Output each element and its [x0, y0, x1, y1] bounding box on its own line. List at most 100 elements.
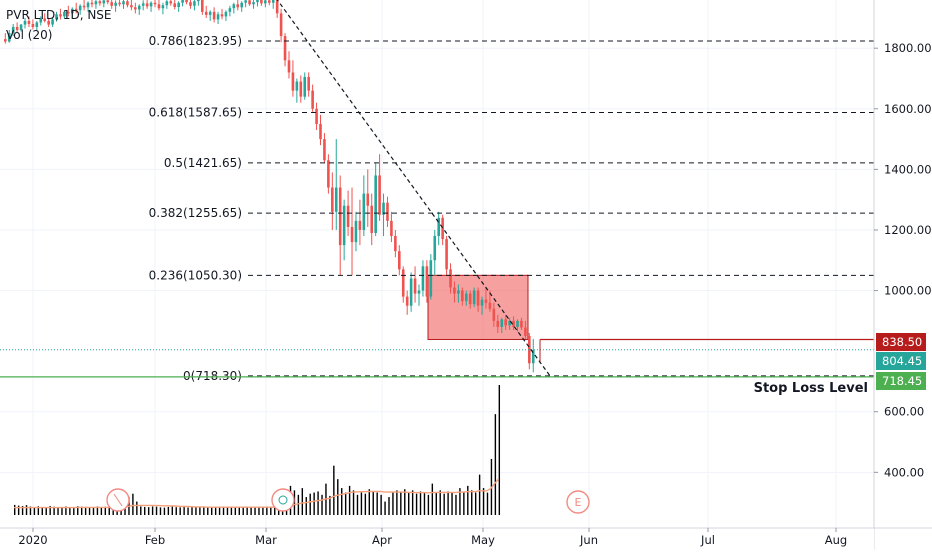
- volume-bar: [61, 506, 63, 515]
- price-axis-panel: [874, 0, 932, 550]
- candle-body: [362, 193, 366, 230]
- volume-bar: [73, 507, 75, 515]
- volume-bar: [222, 506, 225, 515]
- candle-body: [484, 299, 488, 303]
- candle-body: [114, 2, 117, 6]
- candle-body: [323, 139, 326, 161]
- price-tag: [876, 333, 926, 351]
- price-tag-label: 718.45: [882, 374, 922, 388]
- candle-body: [496, 320, 500, 327]
- candle-body: [279, 13, 283, 37]
- candle-body: [346, 205, 350, 227]
- volume-bar: [37, 506, 40, 515]
- volume-bar: [293, 490, 296, 515]
- candle-body: [27, 20, 31, 24]
- volume-bar: [226, 507, 229, 515]
- volume-label: Vol (20): [6, 28, 53, 42]
- price-tag: [876, 352, 926, 370]
- volume-bar: [234, 506, 237, 515]
- volume-bar: [482, 488, 485, 515]
- candle-body: [70, 8, 74, 14]
- candle-body: [528, 336, 531, 364]
- candle-body: [212, 11, 216, 20]
- volume-bar: [183, 506, 185, 515]
- fib-level-label: 0.382(1255.65): [149, 206, 242, 220]
- candle-body: [338, 187, 342, 246]
- volume-bar: [384, 501, 386, 515]
- volume-bar: [400, 491, 402, 515]
- candle-body: [476, 290, 480, 306]
- volume-bar: [274, 507, 276, 515]
- time-axis-label: Apr: [372, 533, 392, 547]
- volume-bar: [372, 491, 374, 515]
- volume-bar: [104, 506, 107, 515]
- candle-body: [370, 205, 374, 233]
- candle-body: [204, 11, 208, 15]
- volume-bar: [333, 465, 335, 515]
- candle-body: [248, 0, 251, 5]
- candle-body: [98, 1, 102, 4]
- candle-body: [86, 2, 90, 8]
- candle-body: [181, 0, 184, 3]
- volume-bar: [404, 489, 406, 515]
- volume-bar: [427, 494, 430, 515]
- volume-bar: [100, 507, 103, 515]
- candle-body: [334, 187, 338, 212]
- candle-body: [39, 18, 43, 23]
- fib-level-label: 0(718.30): [183, 369, 242, 383]
- volume-bar: [277, 506, 280, 515]
- candle-body: [130, 5, 133, 8]
- candle-body: [74, 8, 78, 11]
- volume-bar: [270, 507, 272, 515]
- time-axis-label: Mar: [255, 533, 277, 547]
- candle-body: [51, 19, 54, 25]
- volume-bar: [230, 507, 233, 515]
- candle-body: [126, 1, 129, 6]
- volume-bar: [439, 490, 441, 515]
- candle-body: [201, 0, 204, 12]
- volume-bar: [84, 506, 87, 515]
- volume-bar: [250, 507, 252, 515]
- candle-body: [11, 26, 15, 34]
- candle-body: [457, 290, 460, 294]
- price-axis-label: 600.00: [884, 405, 924, 419]
- volume-bar: [463, 492, 465, 515]
- candle-body: [94, 1, 98, 5]
- volume-bar: [242, 507, 244, 515]
- volume-bar: [262, 506, 264, 515]
- candle-body: [4, 39, 7, 42]
- plot-area: [0, 0, 874, 528]
- volume-bar: [435, 492, 437, 515]
- candle-body: [106, 0, 110, 3]
- volume-bar: [69, 507, 71, 515]
- candle-body: [461, 290, 464, 302]
- candle-body: [516, 320, 519, 327]
- volume-bar: [88, 507, 91, 515]
- volume-bar: [191, 506, 193, 515]
- candle-body: [500, 319, 504, 327]
- candle-body: [378, 175, 381, 215]
- volume-bar: [159, 507, 162, 515]
- volume-bar: [14, 504, 16, 515]
- fib-level-label: 0.236(1050.30): [149, 268, 242, 282]
- volume-bar: [29, 506, 32, 515]
- candle-body: [531, 349, 535, 364]
- candle-body: [433, 236, 437, 261]
- volume-bar: [313, 492, 315, 515]
- volume-bar: [254, 506, 256, 515]
- volume-bar: [45, 507, 47, 515]
- trend-line: [276, 0, 551, 377]
- volume-bar: [459, 488, 461, 515]
- candle-body: [63, 11, 66, 17]
- volume-bar: [408, 492, 410, 515]
- volume-bar: [301, 488, 304, 515]
- price-axis-label: 1600.00: [884, 102, 932, 116]
- candle-body: [311, 90, 314, 109]
- candle-body: [382, 202, 385, 215]
- candle-body: [366, 193, 370, 206]
- candle-body: [252, 2, 255, 5]
- volume-ma-line: [14, 478, 500, 509]
- candle-body: [524, 327, 527, 337]
- volume-bar: [368, 489, 370, 515]
